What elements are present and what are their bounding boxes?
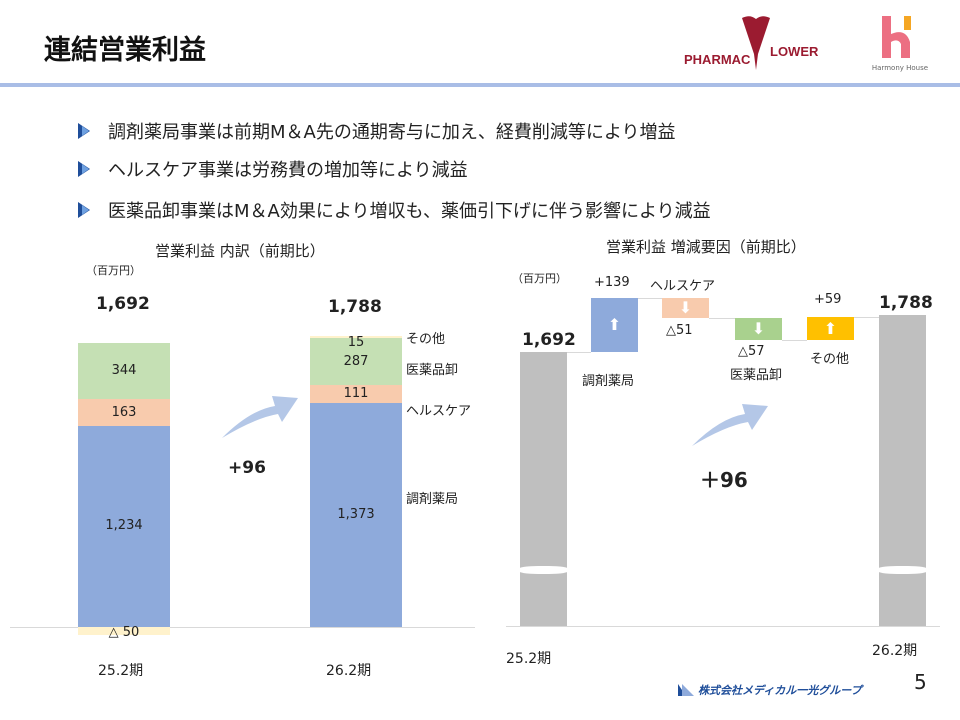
chart2-change-label: ＋96 — [700, 468, 748, 492]
chart2-cat-other: その他 — [810, 352, 850, 367]
waterfall-bar-3 — [735, 318, 782, 341]
connector-line — [709, 318, 735, 320]
waterfall-bar-5 — [879, 315, 926, 626]
data-label: 111 — [343, 386, 369, 402]
increase-arrow-icon — [222, 396, 298, 438]
connector-line — [638, 298, 662, 300]
chart2-cat-healthcare: ヘルスケア — [650, 279, 716, 294]
bullet-item: 調剤薬局事業は前期M＆A先の通期寄与に加え、経費削減等により増益 — [78, 118, 675, 144]
chart2-cat-wholesale: 医薬品卸 — [730, 368, 783, 383]
waterfall-bar-1 — [591, 298, 638, 352]
bar-segment-1 — [310, 385, 402, 404]
chart2-x-label-5: 26.2期 — [872, 643, 918, 659]
chart2-axis — [506, 626, 940, 627]
bar-segment-3 — [78, 627, 170, 636]
chart1-x-label-1: 26.2期 — [326, 663, 372, 679]
axis-break-mark — [877, 566, 928, 574]
chart1-unit: （百万円） — [86, 264, 141, 277]
chart2-unit: （百万円） — [512, 272, 567, 285]
down-arrow-icon: ⬇ — [751, 319, 766, 339]
header-divider — [0, 83, 960, 87]
data-label: 1,692 — [522, 330, 576, 350]
chart1-x-label-0: 25.2期 — [98, 663, 144, 679]
bullet-item: ヘルスケア事業は労務費の増加等により減益 — [78, 156, 468, 182]
data-label: 1,788 — [879, 293, 933, 313]
legend-other: その他 — [406, 332, 446, 347]
data-label: +139 — [594, 275, 630, 290]
data-label: +59 — [814, 292, 842, 307]
up-arrow-icon: ⬆ — [823, 318, 838, 338]
legend-wholesale: 医薬品卸 — [406, 363, 459, 378]
data-label: 344 — [111, 363, 137, 379]
triangle-bullet-icon — [78, 123, 90, 139]
page-number: 5 — [914, 670, 927, 694]
axis-break-mark — [518, 566, 569, 574]
triangle-bullet-icon — [78, 161, 90, 177]
data-label: △ 50 — [108, 625, 140, 640]
chart2-x-label-0: 25.2期 — [506, 651, 552, 667]
legend-healthcare: ヘルスケア — [406, 404, 472, 419]
data-label: △57 — [738, 344, 765, 359]
svg-text:Harmony House: Harmony House — [872, 64, 928, 72]
data-label: 1,234 — [105, 518, 143, 534]
waterfall-bar-2 — [662, 298, 709, 319]
harmony-house-logo: Harmony House — [872, 16, 928, 72]
bar-segment-2 — [310, 338, 402, 386]
connector-line — [567, 352, 591, 353]
company-name: 株式会社メディカル一光グループ — [698, 684, 862, 697]
data-label: 163 — [111, 404, 137, 420]
data-label: 15 — [347, 334, 365, 350]
chart1-axis — [10, 627, 475, 628]
up-arrow-icon: ⬆ — [607, 315, 622, 335]
page-title: 連結営業利益 — [44, 35, 206, 66]
chart1-change-label: +96 — [228, 458, 266, 478]
chart2-cat-pharmacy: 調剤薬局 — [582, 374, 635, 389]
down-arrow-icon: ⬇ — [678, 298, 693, 318]
data-label: 1,373 — [337, 507, 375, 523]
connector-line — [782, 340, 807, 342]
pharmac-flower-logo: PHARMAC LOWER — [684, 16, 819, 70]
bar-segment-1 — [78, 399, 170, 426]
waterfall-bar-0 — [520, 352, 567, 626]
bullet-text: ヘルスケア事業は労務費の増加等により減益 — [108, 160, 468, 181]
bar-segment-0 — [310, 403, 402, 627]
bullet-text: 医薬品卸事業はM＆A効果により増収も、薬価引下げに伴う影響により減益 — [108, 201, 711, 222]
increase-arrow-icon — [692, 404, 768, 446]
triangle-bullet-icon — [78, 202, 90, 218]
bullet-item: 医薬品卸事業はM＆A効果により増収も、薬価引下げに伴う影響により減益 — [78, 197, 711, 223]
chart1-title: 営業利益 内訳（前期比） — [155, 242, 325, 260]
bar-segment-0 — [78, 425, 170, 627]
bar-segment-3 — [310, 335, 402, 339]
bar-segment-2 — [78, 343, 170, 400]
legend-pharmacy: 調剤薬局 — [406, 492, 459, 507]
svg-text:PHARMAC: PHARMAC — [684, 52, 751, 67]
company-logo-icon — [678, 684, 694, 696]
chart2-title: 営業利益 増減要因（前期比） — [606, 238, 806, 256]
data-label: △51 — [666, 323, 693, 338]
data-label: 287 — [343, 353, 369, 369]
chart1-total-0: 1,692 — [96, 294, 150, 314]
chart1-total-1: 1,788 — [328, 297, 382, 317]
waterfall-bar-4 — [807, 317, 854, 341]
connector-line — [854, 317, 879, 319]
svg-text:LOWER: LOWER — [770, 44, 819, 59]
bullet-text: 調剤薬局事業は前期M＆A先の通期寄与に加え、経費削減等により増益 — [108, 122, 676, 143]
